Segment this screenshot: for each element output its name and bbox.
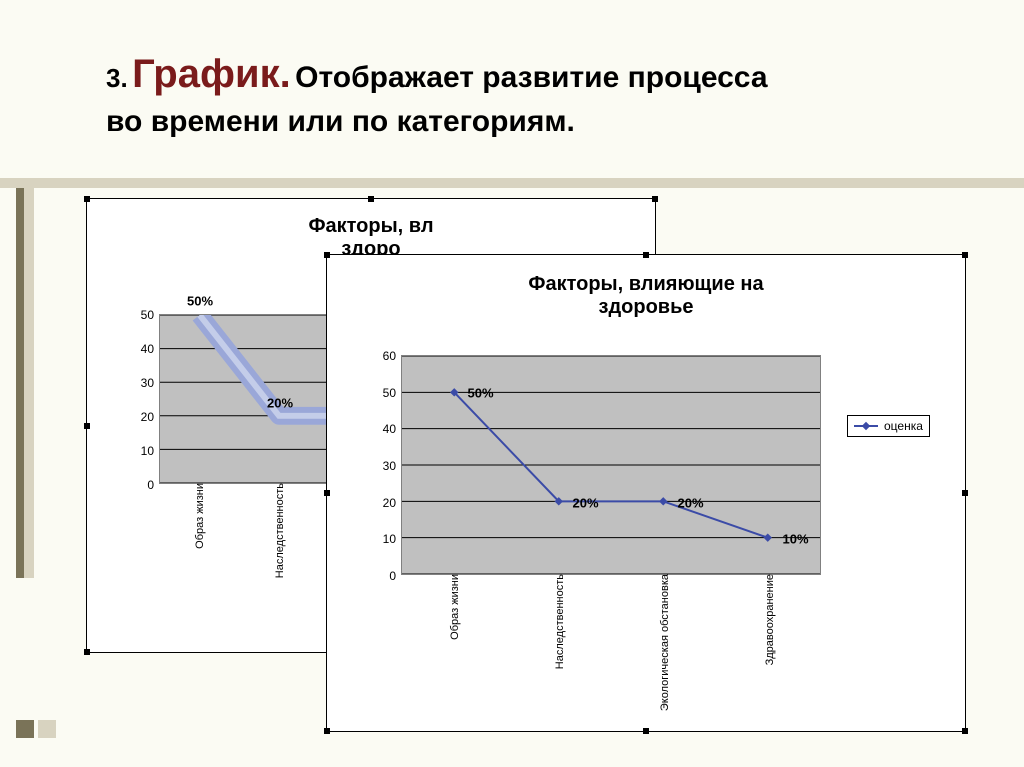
x-category-label: Образ жизни [194,483,206,555]
plot-area-2d: 010203040506050%20%20%10%Образ жизниНасл… [401,355,821,575]
x-category-label: Наследственность [274,483,286,584]
y-tick-label: 20 [383,496,402,510]
chart-card-2d[interactable]: Факторы, влияющие на здоровье 0 10 20 30 40 5… [326,254,966,732]
y-tick-label: 60 [383,349,402,363]
x-category-label: Экологическая обстановка [659,574,671,717]
y-tick-label: 10 [383,532,402,546]
y-tick-label: 10 [141,444,160,458]
data-label: 50% [187,294,213,309]
legend-label: оценка [884,419,923,433]
chart-legend: оценка [847,415,930,437]
heading-number: 3. [106,63,128,93]
x-category-label: Наследственность [554,574,566,675]
corner-accent-light [38,720,56,738]
corner-accent-dark [16,720,34,738]
data-label: 20% [267,396,293,411]
y-tick-label: 40 [383,422,402,436]
y-tick-label: 50 [383,386,402,400]
chart-svg-2d [402,356,820,574]
heading-text-1: Отображает развитие процесса [295,61,767,94]
y-tick-label: 20 [141,410,160,424]
data-label: 10% [782,532,808,547]
resize-handle[interactable] [962,490,968,496]
resize-handle[interactable] [962,252,968,258]
data-label: 50% [467,385,493,400]
y-tick-label: 30 [383,459,402,473]
x-category-label: Здравоохранение [764,574,776,671]
frame-accent-left [24,178,34,578]
chart-title-line: Факторы, вл [87,215,655,238]
x-category-label: Образ жизни [449,574,461,646]
y-tick-label: 30 [141,376,160,390]
resize-handle[interactable] [324,252,330,258]
frame-accent-top [0,178,1024,188]
resize-handle[interactable] [84,423,90,429]
chart-title-line: Факторы, влияющие на [327,273,965,296]
resize-handle[interactable] [324,728,330,734]
frame-accent-dark [16,178,24,578]
resize-handle[interactable] [643,728,649,734]
legend-swatch [854,425,878,427]
heading-red-word: График. [132,52,291,96]
resize-handle[interactable] [368,196,374,202]
y-tick-label: 50 [141,308,160,322]
resize-handle[interactable] [324,490,330,496]
chart-title-line: здоровье [327,296,965,319]
resize-handle[interactable] [84,196,90,202]
chart-title-2d: Факторы, влияющие на здоровье [327,273,965,319]
resize-handle[interactable] [643,252,649,258]
data-label: 20% [572,495,598,510]
data-label: 20% [677,495,703,510]
y-tick-label: 0 [147,478,160,492]
heading-text-2: во времени или по категориям. [106,105,926,139]
resize-handle[interactable] [962,728,968,734]
y-tick-label: 40 [141,342,160,356]
resize-handle[interactable] [652,196,658,202]
resize-handle[interactable] [84,649,90,655]
slide-heading: 3. График. Отображает развитие процесса … [106,52,926,139]
y-tick-label: 0 [389,569,402,583]
